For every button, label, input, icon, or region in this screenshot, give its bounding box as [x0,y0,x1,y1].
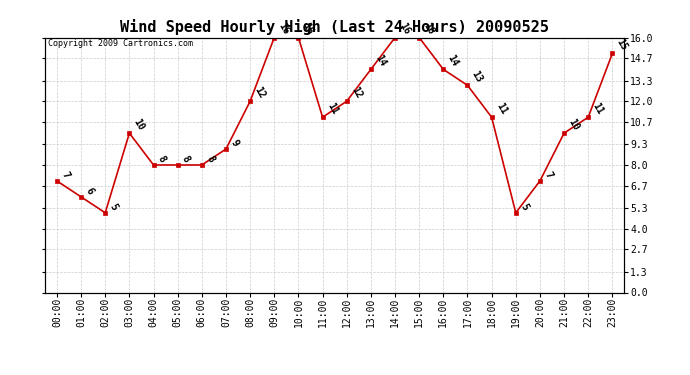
Text: 15: 15 [615,37,629,52]
Text: 14: 14 [446,53,460,68]
Text: 10: 10 [566,117,581,132]
Text: 7: 7 [542,170,554,180]
Text: 11: 11 [494,101,509,116]
Text: 16: 16 [301,21,315,36]
Title: Wind Speed Hourly High (Last 24 Hours) 20090525: Wind Speed Hourly High (Last 24 Hours) 2… [120,19,549,35]
Text: 14: 14 [373,53,388,68]
Text: 12: 12 [253,85,267,100]
Text: 16: 16 [397,21,412,36]
Text: 8: 8 [156,154,168,164]
Text: Copyright 2009 Cartronics.com: Copyright 2009 Cartronics.com [48,39,193,48]
Text: 7: 7 [59,170,71,180]
Text: 9: 9 [228,138,240,148]
Text: 16: 16 [422,21,436,36]
Text: 5: 5 [108,201,119,211]
Text: 5: 5 [518,201,530,211]
Text: 11: 11 [325,101,339,116]
Text: 6: 6 [83,186,95,196]
Text: 13: 13 [470,69,484,84]
Text: 11: 11 [591,101,605,116]
Text: 10: 10 [132,117,146,132]
Text: 8: 8 [180,154,192,164]
Text: 16: 16 [277,21,291,36]
Text: 12: 12 [349,85,364,100]
Text: 8: 8 [204,154,216,164]
